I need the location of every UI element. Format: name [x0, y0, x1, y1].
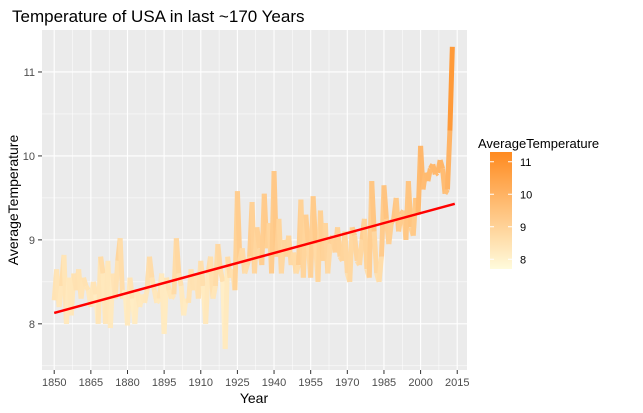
temperature-segment: [352, 235, 360, 262]
y-tick-label: 10: [23, 151, 35, 163]
temperature-segment: [210, 285, 218, 300]
temperature-segment: [425, 168, 433, 182]
temperature-segment: [444, 130, 453, 190]
temperature-segment: [83, 284, 91, 292]
legend-label: 10: [520, 189, 532, 201]
legend: AverageTemperature 11 10 9 8: [478, 136, 599, 269]
temperature-segment: [90, 281, 99, 295]
temperature-segment: [335, 227, 343, 257]
temperature-segment: [376, 256, 384, 283]
temperature-segment: [81, 276, 89, 287]
temperature-segment: [325, 243, 333, 274]
temperature-segment: [386, 222, 394, 245]
y-tick-label: 9: [29, 235, 35, 247]
temperature-segment: [217, 268, 226, 283]
temperature-segment: [112, 260, 121, 299]
temperature-segment: [433, 170, 440, 177]
x-tick-label: 1970: [335, 377, 359, 389]
legend-label: 8: [520, 254, 526, 266]
axes: 1850 1865 1880 1895 1910 1925 1940 1955 1970 1985…: [23, 67, 470, 389]
x-axis-title: Year: [240, 390, 269, 406]
legend-title: AverageTemperature: [478, 136, 599, 151]
temperature-segment: [303, 214, 311, 245]
trend-line: [53, 202, 456, 315]
temperature-segment: [142, 289, 150, 304]
temperature-segment: [234, 191, 243, 261]
legend-colorbar: [490, 152, 512, 269]
temperature-segment: [164, 277, 172, 291]
legend-label: 11: [520, 157, 531, 169]
trend-layer: [53, 202, 456, 315]
x-tick-label: 1925: [225, 377, 249, 389]
temperature-segment: [347, 227, 355, 282]
temperature-segment: [56, 285, 65, 308]
x-tick-label: 1880: [115, 377, 139, 389]
temperature-segment: [447, 46, 455, 131]
temperature-segment: [173, 238, 182, 274]
y-tick-label: 11: [24, 67, 35, 79]
temperature-segment: [154, 297, 162, 305]
x-tick-label: 1865: [79, 377, 103, 389]
y-tick-label: 8: [29, 319, 35, 331]
temperature-segment: [169, 293, 177, 300]
x-tick-label: 1955: [298, 377, 322, 389]
x-tick-label: 2000: [408, 377, 432, 389]
temperature-segment: [254, 226, 262, 249]
temperature-segment: [437, 159, 445, 170]
temperature-segment: [442, 188, 450, 195]
temperature-segment: [98, 256, 106, 274]
temperature-segment: [357, 239, 365, 266]
temperature-segment: [146, 256, 155, 278]
temperature-segment: [215, 243, 223, 270]
x-tick-label: 2015: [445, 377, 469, 389]
temperature-segment: [203, 273, 211, 324]
temperature-segment: [396, 214, 404, 232]
x-tick-label: 1985: [372, 377, 396, 389]
x-tick-label: 1940: [262, 377, 286, 389]
temperature-segment: [149, 277, 157, 291]
temperature-segment: [117, 238, 126, 299]
temperature-segment: [361, 218, 370, 270]
temperature-segment: [381, 185, 389, 220]
temperature-segment: [371, 231, 380, 274]
temperature-segment: [405, 180, 414, 228]
temperature-segment: [369, 180, 377, 232]
temperature-segment: [293, 264, 301, 275]
temperature-segment: [310, 196, 319, 245]
x-tick-label: 1895: [152, 377, 176, 389]
legend-label: 9: [520, 222, 526, 234]
x-tick-label: 1850: [42, 377, 66, 389]
y-axis-title: AverageTemperature: [5, 135, 21, 266]
temperature-segment: [242, 264, 250, 275]
data-layer: [51, 46, 455, 350]
temperature-segment: [127, 277, 135, 299]
temperature-segment: [342, 231, 350, 274]
chart-title: Temperature of USA in last ~170 Years: [12, 7, 305, 26]
x-tick-label: 1910: [189, 377, 213, 389]
